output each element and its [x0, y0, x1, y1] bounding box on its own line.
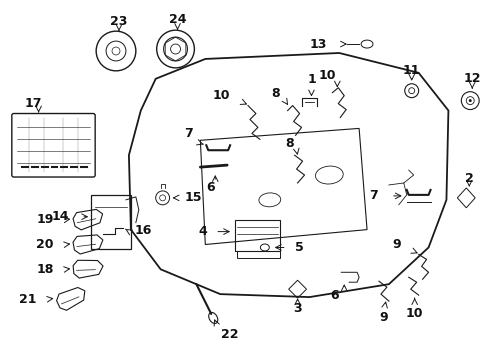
Text: 13: 13 — [310, 37, 327, 50]
Text: 9: 9 — [392, 238, 401, 251]
Text: 17: 17 — [25, 97, 43, 110]
Text: 9: 9 — [380, 311, 388, 324]
Text: 10: 10 — [318, 69, 336, 82]
Circle shape — [469, 99, 472, 102]
Text: 5: 5 — [294, 241, 303, 254]
Text: 24: 24 — [169, 13, 186, 26]
Text: 23: 23 — [110, 15, 128, 28]
Text: 7: 7 — [369, 189, 378, 202]
Text: 7: 7 — [184, 127, 193, 140]
Text: 10: 10 — [406, 307, 423, 320]
Text: 3: 3 — [294, 302, 302, 315]
Text: 10: 10 — [213, 89, 230, 102]
Bar — [237, 251, 280, 258]
Text: 15: 15 — [184, 192, 202, 204]
Text: 2: 2 — [465, 171, 474, 185]
Text: 6: 6 — [330, 289, 339, 302]
Text: 18: 18 — [36, 263, 53, 276]
Text: 8: 8 — [271, 87, 280, 100]
Text: 6: 6 — [206, 181, 215, 194]
Text: 22: 22 — [221, 328, 239, 341]
Text: 16: 16 — [135, 224, 152, 237]
Text: 8: 8 — [285, 137, 294, 150]
Text: 4: 4 — [198, 225, 207, 238]
Text: 1: 1 — [307, 73, 316, 86]
Text: 14: 14 — [52, 210, 70, 223]
Text: 20: 20 — [36, 238, 53, 251]
Bar — [235, 220, 280, 251]
Text: 11: 11 — [403, 64, 420, 77]
Text: 21: 21 — [19, 293, 37, 306]
Text: 19: 19 — [36, 213, 53, 226]
Bar — [91, 195, 131, 249]
Text: 12: 12 — [464, 72, 481, 85]
